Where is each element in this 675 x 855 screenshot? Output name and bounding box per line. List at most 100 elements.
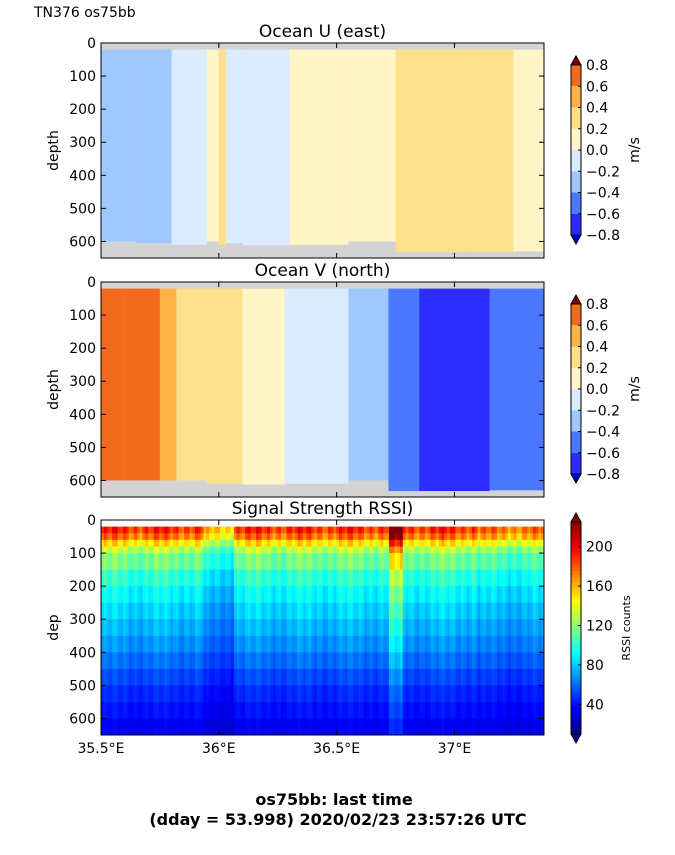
rssi-cell — [231, 546, 235, 554]
rssi-cell — [267, 718, 271, 736]
rssi-cell — [300, 526, 304, 534]
rssi-cell — [411, 701, 415, 719]
rssi-cell — [134, 553, 138, 570]
rssi-cell — [541, 533, 545, 541]
rssi-cell — [269, 602, 274, 620]
rssi-cell — [524, 526, 528, 534]
rssi-cell — [411, 652, 415, 670]
rssi-cell — [455, 685, 459, 703]
rssi-cell — [233, 619, 238, 637]
rssi-cell — [416, 533, 420, 541]
rssi-cell — [131, 701, 135, 719]
rssi-cell — [485, 602, 490, 620]
rssi-cell — [488, 619, 492, 637]
rssi-cell — [358, 668, 362, 686]
rssi-cell — [206, 553, 210, 570]
rssi-cell — [167, 526, 171, 534]
rssi-cell — [294, 668, 298, 686]
rssi-cell — [397, 539, 401, 547]
rssi-cell — [377, 619, 382, 637]
rssi-cell — [441, 526, 445, 534]
rssi-cell — [375, 586, 379, 603]
rssi-cell — [469, 701, 473, 719]
rssi-cell — [366, 569, 370, 587]
rssi-cell — [314, 526, 318, 534]
rssi-cell — [474, 539, 478, 547]
rssi-cell — [519, 553, 523, 570]
panel-3: 35.5°E 36°E 36.5°E 37°E0100200300400500600S… — [46, 499, 633, 757]
rssi-cell — [233, 668, 238, 686]
colorbar-segment — [571, 599, 581, 604]
rssi-cell — [477, 668, 481, 686]
rssi-cell — [258, 533, 262, 541]
rssi-cell — [474, 553, 478, 570]
rssi-cell — [214, 526, 218, 534]
rssi-cell — [164, 526, 168, 534]
rssi-cell — [427, 635, 431, 653]
rssi-cell — [117, 701, 121, 719]
rssi-cell — [516, 635, 520, 653]
rssi-cell — [195, 685, 199, 703]
rssi-cell — [524, 553, 528, 570]
rssi-cell — [101, 602, 105, 620]
rssi-cell — [350, 533, 354, 541]
rssi-cell — [460, 718, 465, 736]
velocity-column-6 — [218, 49, 226, 245]
rssi-cell — [181, 569, 185, 587]
rssi-cell — [297, 526, 301, 534]
rssi-cell — [283, 718, 287, 736]
rssi-cell — [283, 685, 287, 703]
rssi-cell — [181, 718, 185, 736]
rssi-cell — [333, 602, 337, 620]
rssi-cell — [280, 539, 285, 547]
colorbar: 0.80.60.40.20.0−0.2−0.4−0.6−0.8m/s — [570, 54, 643, 246]
rssi-cell — [192, 533, 196, 541]
rssi-cell — [184, 652, 188, 670]
velocity-column-5 — [207, 49, 219, 242]
rssi-cell — [239, 569, 243, 587]
rssi-cell — [366, 553, 370, 570]
rssi-cell — [364, 718, 368, 736]
rssi-cell — [228, 668, 232, 686]
rssi-cell — [358, 569, 362, 587]
rssi-cell — [388, 701, 393, 719]
rssi-cell — [123, 546, 127, 554]
rssi-cell — [494, 533, 498, 541]
rssi-cell — [192, 539, 196, 547]
rssi-cell — [477, 701, 481, 719]
rssi-cell — [447, 701, 451, 719]
rssi-cell — [510, 546, 514, 554]
rssi-cell — [328, 586, 332, 603]
rssi-cell — [474, 526, 478, 534]
rssi-cell — [369, 533, 373, 541]
rssi-cell — [427, 668, 431, 686]
rssi-cell — [391, 553, 395, 570]
rssi-cell — [184, 526, 188, 534]
rssi-cell — [358, 586, 362, 603]
rssi-cell — [513, 586, 517, 603]
rssi-cell — [195, 718, 199, 736]
rssi-cell — [455, 602, 459, 620]
rssi-cell — [275, 602, 279, 620]
rssi-cell — [508, 635, 512, 653]
rssi-cell — [391, 668, 395, 686]
rssi-cell — [480, 539, 484, 547]
rssi-cell — [272, 526, 276, 534]
rssi-cell — [508, 602, 512, 620]
rssi-cell — [400, 668, 404, 686]
rssi-cell — [233, 635, 238, 653]
rssi-cell — [316, 553, 321, 570]
rssi-cell — [413, 546, 418, 554]
rssi-cell — [231, 701, 235, 719]
rssi-cell — [366, 602, 370, 620]
rssi-cell — [120, 668, 124, 686]
rssi-cell — [488, 533, 492, 541]
rssi-cell — [159, 718, 163, 736]
rssi-cell — [233, 539, 238, 547]
rssi-cell — [250, 569, 254, 587]
rssi-cell — [186, 586, 190, 603]
rssi-cell — [128, 668, 132, 686]
velocity-column-12 — [466, 49, 514, 253]
rssi-cell — [366, 619, 370, 637]
rssi-cell — [139, 668, 143, 686]
